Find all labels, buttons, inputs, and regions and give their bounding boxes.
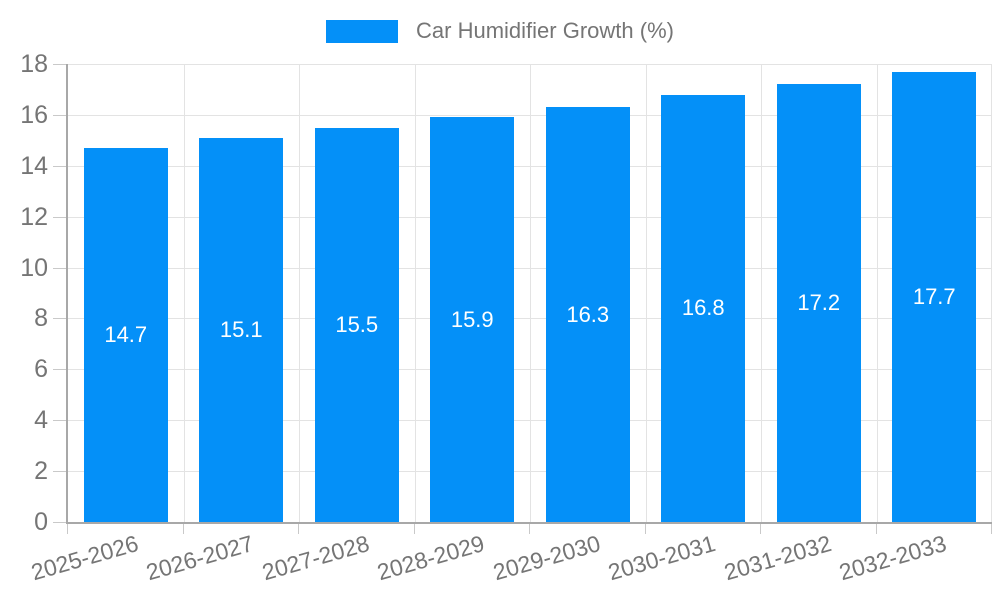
bar-value-label: 15.5	[335, 311, 379, 337]
bar-value-label: 16.3	[566, 301, 610, 327]
x-tick-label: 2025-2026	[28, 530, 141, 586]
y-tick-label: 2	[34, 457, 48, 486]
bar-value-label: 15.1	[219, 316, 263, 342]
gridline	[761, 64, 762, 522]
y-tick-label: 18	[20, 50, 48, 78]
y-tick-label: 8	[34, 304, 48, 333]
x-tick-label: 2029-2030	[490, 530, 603, 586]
x-tick-label: 2028-2029	[374, 530, 488, 586]
y-tick-mark	[53, 165, 66, 167]
y-tick-label: 0	[34, 508, 48, 536]
x-tick-mark	[67, 524, 68, 534]
x-tick-label: 2027-2028	[259, 530, 372, 586]
x-tick-mark	[413, 524, 415, 534]
gridline	[991, 64, 992, 522]
legend-label: Car Humidifier Growth (%)	[416, 18, 674, 43]
legend: Car Humidifier Growth (%)	[0, 18, 1000, 44]
y-axis-line	[66, 64, 68, 524]
bar-value-label: 17.2	[797, 290, 841, 316]
gridline	[645, 64, 647, 522]
x-tick-mark	[991, 524, 992, 534]
y-tick-mark	[53, 114, 66, 116]
y-tick-mark	[53, 369, 66, 371]
x-tick-mark	[529, 524, 530, 534]
y-tick-mark	[53, 64, 66, 65]
x-axis-line	[66, 522, 992, 524]
gridline	[183, 64, 185, 522]
y-tick-mark	[53, 267, 66, 269]
bar[interactable]: 17.2	[776, 84, 861, 522]
y-tick-label: 4	[34, 406, 48, 435]
bar[interactable]: 15.5	[314, 127, 399, 522]
gridline	[876, 64, 878, 522]
y-tick-label: 12	[20, 202, 48, 231]
gridline	[530, 64, 531, 522]
y-tick-label: 10	[20, 253, 48, 282]
gridline	[299, 64, 300, 522]
x-tick-label: 2032-2033	[836, 530, 950, 586]
y-tick-mark	[53, 522, 66, 523]
y-tick-mark	[53, 318, 66, 320]
bar[interactable]: 15.1	[199, 137, 284, 522]
bar-value-label: 15.9	[450, 306, 494, 332]
bar-value-label: 17.7	[912, 283, 956, 309]
x-tick-label: 2031-2032	[721, 530, 834, 586]
bar-value-label: 14.7	[104, 321, 148, 347]
y-tick-label: 14	[20, 151, 48, 180]
x-tick-mark	[298, 524, 299, 534]
x-tick-label: 2030-2031	[605, 530, 719, 586]
gridline	[414, 64, 416, 522]
bar[interactable]: 14.7	[83, 147, 168, 522]
y-tick-mark	[53, 216, 66, 218]
y-tick-label: 16	[20, 100, 48, 129]
legend-swatch-icon	[326, 19, 399, 43]
y-tick-mark	[53, 420, 66, 422]
bar[interactable]: 15.9	[430, 117, 515, 522]
legend-item[interactable]: Car Humidifier Growth (%)	[326, 18, 674, 44]
bar[interactable]: 16.3	[545, 107, 630, 522]
x-tick-mark	[182, 524, 184, 534]
bar-value-label: 16.8	[681, 295, 725, 321]
y-tick-label: 6	[34, 355, 48, 384]
bar[interactable]: 16.8	[661, 94, 746, 522]
x-tick-mark	[644, 524, 646, 534]
x-tick-mark	[875, 524, 877, 534]
x-tick-mark	[760, 524, 761, 534]
y-tick-mark	[53, 471, 66, 473]
x-tick-label: 2026-2027	[143, 530, 257, 586]
bar[interactable]: 17.7	[892, 71, 977, 522]
